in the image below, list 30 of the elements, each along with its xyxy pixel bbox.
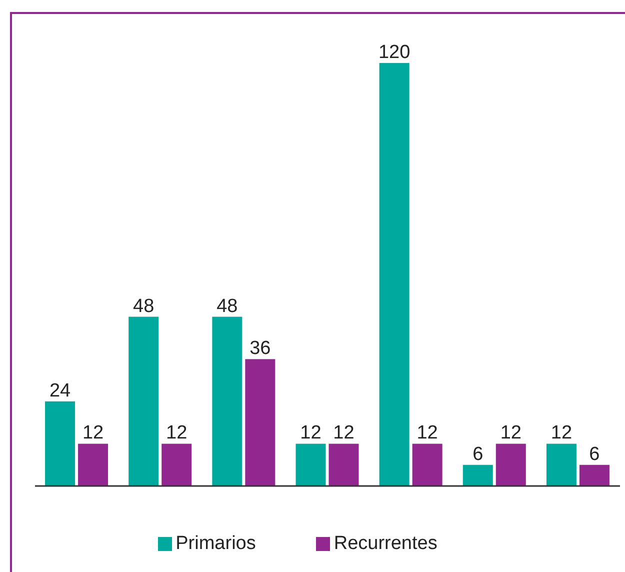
data-label: 48 [216, 296, 238, 317]
bar [462, 464, 493, 486]
legend-label: Recurrentes [334, 533, 438, 554]
data-label: 12 [82, 422, 104, 444]
bar [496, 444, 526, 486]
bar [546, 444, 576, 486]
data-label: 6 [472, 444, 484, 465]
data-label: 48 [133, 296, 154, 317]
bar [128, 316, 159, 486]
data-label: 12 [500, 422, 522, 444]
bar [379, 63, 410, 486]
data-label: 6 [589, 444, 600, 465]
bar [328, 444, 359, 486]
bar [245, 359, 276, 486]
data-label: 12 [333, 422, 354, 444]
bar [78, 444, 108, 486]
data-label: 36 [250, 338, 271, 360]
bar [45, 401, 76, 486]
bar [296, 444, 326, 486]
data-label: 12 [300, 422, 322, 444]
data-label: 120 [378, 42, 410, 63]
bar [212, 316, 242, 486]
data-label: 12 [550, 422, 572, 444]
bar [162, 444, 192, 486]
data-label: 12 [416, 422, 438, 444]
legend-label: Primarios [176, 533, 256, 554]
bar [412, 444, 442, 486]
data-label: 12 [166, 422, 188, 444]
data-label: 24 [49, 380, 72, 402]
bar [579, 464, 610, 486]
